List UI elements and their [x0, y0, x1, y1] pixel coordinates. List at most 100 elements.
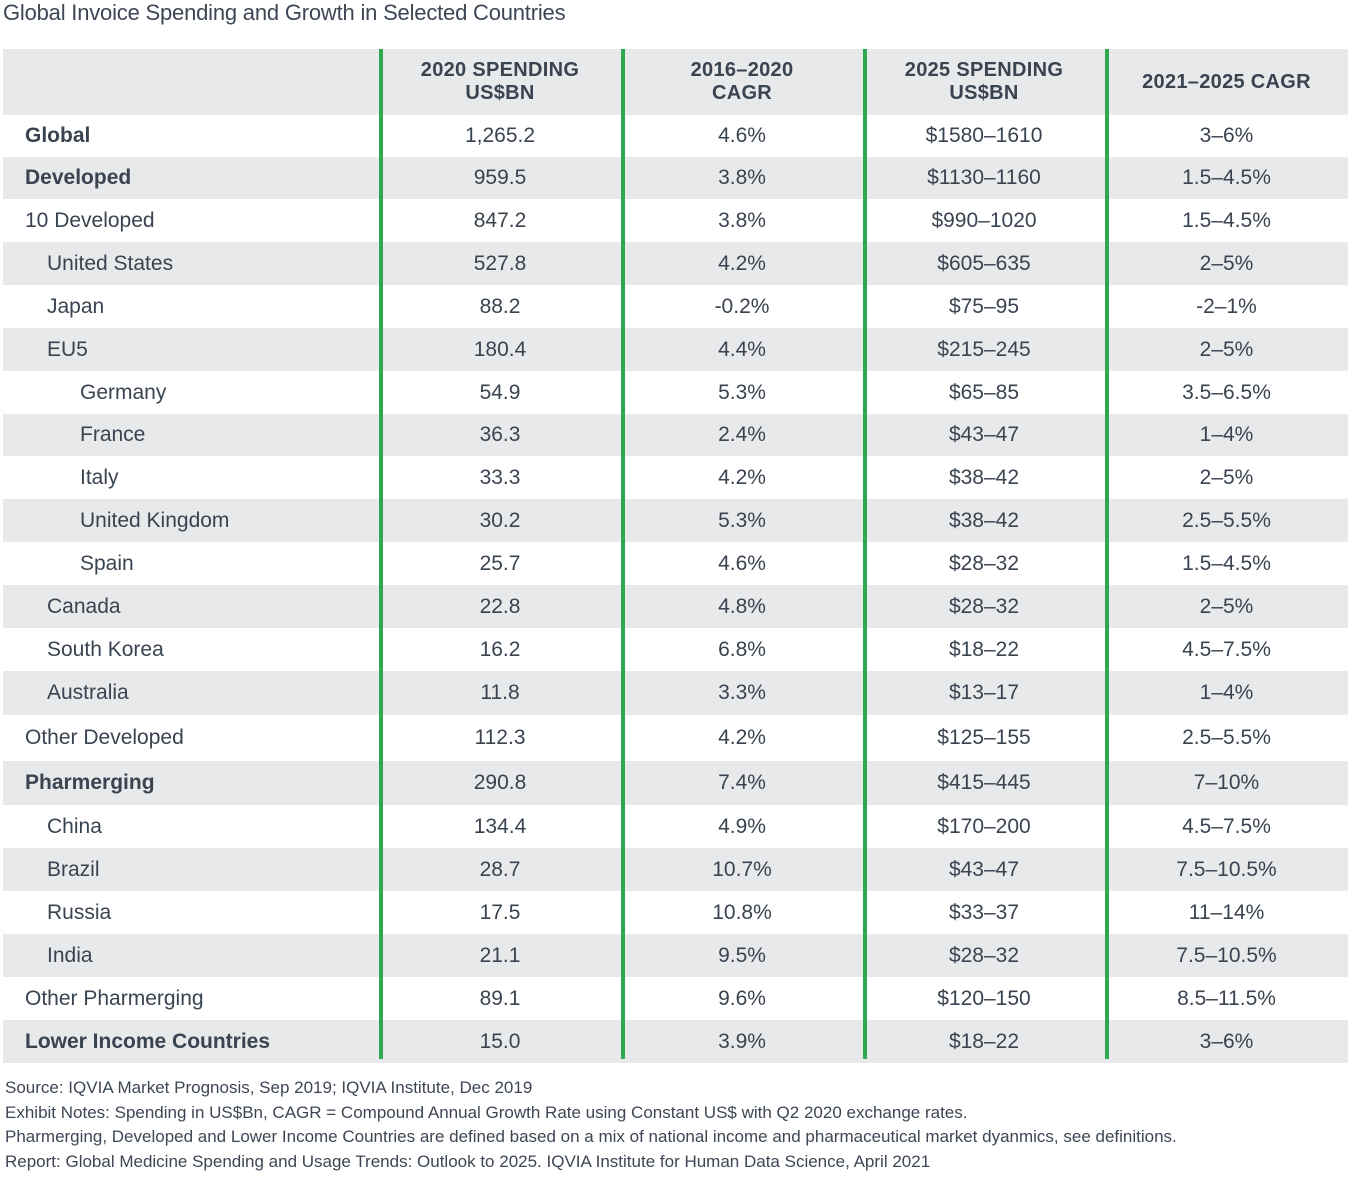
table-row: Developed 959.5 3.8% $1130–1160 1.5–4.5%: [3, 157, 1348, 199]
table-row: Australia 11.8 3.3% $13–17 1–4%: [3, 671, 1348, 715]
header-text: 2021–2025 CAGR: [1142, 70, 1311, 93]
table-cell: 3–6%: [1199, 1029, 1254, 1053]
table-cell: -0.2%: [714, 294, 770, 318]
row-label: Lower Income Countries: [25, 1029, 271, 1053]
table-cell: 10.8%: [712, 900, 772, 924]
table-cell: $18–22: [948, 1029, 1020, 1053]
table-cell: $13–17: [948, 681, 1020, 704]
row-label: Germany: [80, 380, 167, 404]
table-cell: $990–1020: [931, 208, 1037, 232]
table-cell: 89.1: [479, 986, 521, 1010]
header-2021-2025-cagr: 2021–2025 CAGR: [1105, 49, 1348, 115]
table-cell: 4.8%: [718, 594, 766, 618]
table-row: Lower Income Countries 15.0 3.9% $18–22 3–6%: [3, 1020, 1348, 1063]
spending-table: 2020 SPENDING US$BN 2016–2020 CAGR 2025 …: [3, 49, 1348, 1063]
table-cell: 1–4%: [1199, 681, 1254, 704]
row-label: United Kingdom: [80, 508, 230, 532]
table-row: Other Developed 112.3 4.2% $125–155 2.5–5.5%: [3, 715, 1348, 761]
table-cell: 4.6%: [718, 124, 766, 147]
table-cell: 4.2%: [718, 726, 766, 749]
table-row: United Kingdom 30.2 5.3% $38–42 2.5–5.5%: [3, 499, 1348, 542]
table-cell: 3.5–6.5%: [1182, 380, 1271, 404]
table-row: Russia 17.5 10.8% $33–37 11–14%: [3, 891, 1348, 934]
table-cell: 11.8: [480, 681, 520, 704]
table-cell: 7.5–10.5%: [1176, 857, 1277, 881]
header-text: US$BN: [949, 82, 1019, 104]
table-cell: $75–95: [948, 294, 1020, 318]
table-cell: $120–150: [937, 986, 1031, 1010]
row-label: Brazil: [47, 857, 100, 881]
table-cell: 1.5–4.5%: [1182, 551, 1271, 575]
header-2020-spending: 2020 SPENDING US$BN: [379, 49, 621, 115]
row-label: EU5: [47, 337, 88, 361]
row-label: United States: [47, 251, 174, 275]
row-label: Canada: [47, 594, 121, 618]
table-cell: 959.5: [473, 166, 527, 189]
table-cell: 2.5–5.5%: [1182, 508, 1271, 532]
table-cell: 2–5%: [1199, 251, 1254, 275]
table-row: Germany 54.9 5.3% $65–85 3.5–6.5%: [3, 371, 1348, 414]
table-cell: 3.8%: [718, 208, 766, 232]
table-row: Global 1,265.2 4.6% $1580–1610 3–6%: [3, 115, 1348, 157]
table-cell: 7.4%: [718, 771, 766, 794]
table-cell: $28–32: [948, 594, 1020, 618]
table-cell: 4.9%: [718, 814, 766, 838]
table-row: Italy 33.3 4.2% $38–42 2–5%: [3, 456, 1348, 499]
table-row: Spain 25.7 4.6% $28–32 1.5–4.5%: [3, 542, 1348, 585]
table-cell: 2.4%: [718, 423, 766, 446]
table-cell: 36.3: [479, 423, 521, 446]
table-cell: 15.0: [479, 1029, 521, 1053]
table-cell: $28–32: [948, 551, 1020, 575]
row-label: 10 Developed: [25, 208, 155, 232]
table-cell: $28–32: [948, 943, 1020, 967]
row-label: China: [47, 814, 102, 838]
table-cell: 134.4: [473, 814, 527, 838]
row-label: Pharmerging: [25, 771, 155, 794]
table-cell: $38–42: [948, 465, 1020, 489]
row-label: Russia: [47, 900, 112, 924]
table-cell: $215–245: [937, 337, 1031, 361]
table-cell: $43–47: [948, 423, 1020, 446]
table-cell: 527.8: [473, 251, 527, 275]
header-text: 2016–2020: [690, 59, 794, 81]
table-cell: 2.5–5.5%: [1182, 726, 1271, 749]
table-cell: 2–5%: [1199, 465, 1254, 489]
table-row: Other Pharmerging 89.1 9.6% $120–150 8.5–11.…: [3, 977, 1348, 1020]
row-label: Developed: [25, 166, 132, 189]
table-cell: 5.3%: [718, 508, 766, 532]
table-row: Japan 88.2 -0.2% $75–95 -2–1%: [3, 285, 1348, 328]
exhibit-note: Exhibit Notes: Spending in US$Bn, CAGR =…: [5, 1102, 968, 1122]
header-text: CAGR: [711, 82, 773, 104]
table-cell: 8.5–11.5%: [1177, 986, 1276, 1010]
table-row: China 134.4 4.9% $170–200 4.5–7.5%: [3, 805, 1348, 848]
table-cell: $170–200: [937, 814, 1031, 838]
table-cell: 1.5–4.5%: [1182, 208, 1271, 232]
table-cell: 10.7%: [712, 857, 772, 881]
table-cell: 9.6%: [718, 986, 766, 1010]
table-cell: 1,265.2: [464, 124, 536, 147]
source-note: Source: IQVIA Market Prognosis, Sep 2019…: [5, 1078, 533, 1097]
table-cell: 1.5–4.5%: [1182, 166, 1271, 189]
page-title: Global Invoice Spending and Growth in Se…: [3, 0, 566, 25]
table-cell: $1580–1610: [925, 124, 1043, 147]
definition-note: Pharmerging, Developed and Lower Income …: [5, 1127, 1177, 1146]
table-cell: 290.8: [473, 771, 527, 794]
table-cell: $38–42: [948, 508, 1020, 532]
table-cell: $605–635: [937, 251, 1031, 275]
table-cell: $33–37: [948, 900, 1020, 924]
header-text: 2025 SPENDING: [904, 59, 1064, 81]
table-cell: 9.5%: [718, 943, 766, 967]
table-cell: 17.5: [479, 900, 521, 924]
table-header-row: 2020 SPENDING US$BN 2016–2020 CAGR 2025 …: [3, 49, 1348, 115]
table-cell: 4.6%: [718, 551, 766, 575]
table-cell: $415–445: [937, 771, 1031, 794]
table-cell: 112.3: [474, 726, 526, 749]
table-cell: -2–1%: [1196, 294, 1257, 318]
column-divider: [379, 49, 383, 1059]
row-label: Global: [25, 124, 91, 147]
table-cell: 3.9%: [718, 1029, 766, 1053]
table-cell: 7.5–10.5%: [1176, 943, 1277, 967]
table-cell: 3.3%: [718, 681, 766, 704]
table-cell: 30.2: [479, 508, 521, 532]
table-cell: 4.5–7.5%: [1182, 637, 1271, 661]
